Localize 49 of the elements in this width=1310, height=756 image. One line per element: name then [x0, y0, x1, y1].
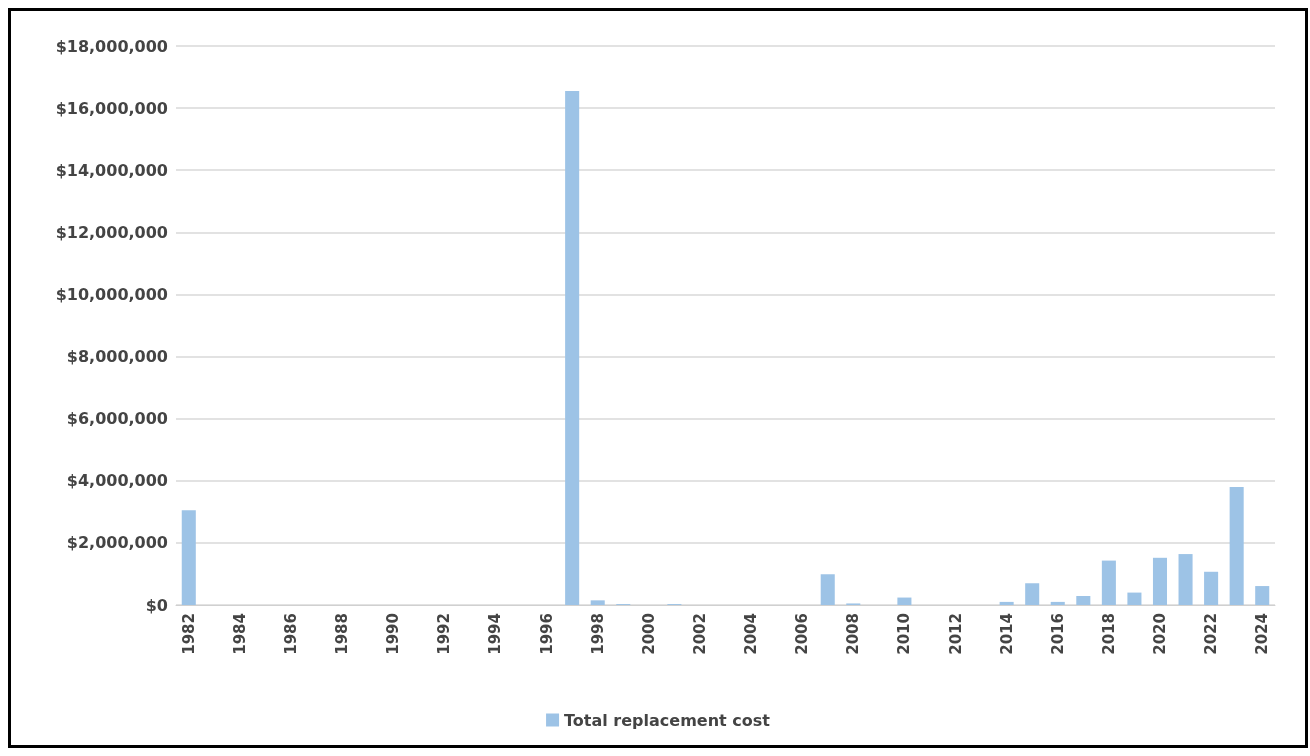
bar [1152, 557, 1168, 605]
legend-label: Total replacement cost [564, 710, 771, 730]
bar [590, 600, 605, 605]
bar [897, 597, 912, 605]
x-tick-label: 1990 [384, 613, 403, 655]
y-tick-label: $18,000,000 [55, 36, 168, 56]
x-tick-label: 2014 [997, 613, 1016, 655]
x-tick-label: 1996 [537, 613, 556, 655]
x-tick-label: 2008 [844, 613, 863, 655]
bar [181, 510, 196, 605]
x-tick-label: 2004 [742, 613, 761, 655]
x-tick-label: 1988 [333, 613, 352, 655]
x-tick-label: 1992 [435, 613, 454, 655]
bar [1178, 554, 1193, 605]
x-tick-label: 2022 [1202, 613, 1221, 655]
x-tick-label: 2000 [639, 613, 658, 655]
x-tick-label: 2012 [946, 613, 965, 655]
x-tick-label: 2020 [1150, 613, 1169, 655]
y-tick-label: $10,000,000 [55, 284, 168, 304]
x-tick-label: 1986 [282, 613, 301, 655]
bar [1229, 486, 1244, 605]
bar [1025, 583, 1040, 605]
x-tick-label: 1984 [230, 613, 249, 655]
y-tick-label: $12,000,000 [55, 222, 168, 242]
bar [1204, 571, 1219, 605]
x-tick-label: 2018 [1099, 613, 1118, 655]
x-tick-label: 1994 [486, 613, 505, 655]
bar [1127, 592, 1142, 605]
x-tick-label: 2002 [690, 613, 709, 655]
x-tick-label: 2024 [1253, 613, 1272, 655]
x-tick-label: 2006 [793, 613, 812, 655]
bar [999, 601, 1014, 605]
y-tick-label: $14,000,000 [55, 160, 168, 180]
y-tick-label: $0 [145, 595, 168, 615]
bar [1076, 595, 1091, 605]
x-tick-label: 1998 [588, 613, 607, 655]
y-tick-label: $4,000,000 [66, 471, 168, 491]
x-tick-label: 2016 [1048, 613, 1067, 655]
bar [565, 91, 580, 605]
y-tick-label: $16,000,000 [55, 98, 168, 118]
bar [1101, 560, 1116, 605]
x-tick-label: 2010 [895, 613, 914, 655]
y-tick-label: $8,000,000 [66, 347, 168, 367]
y-tick-label: $2,000,000 [66, 533, 168, 553]
y-tick-label: $6,000,000 [66, 409, 168, 429]
x-tick-label: 1982 [179, 613, 198, 655]
bar [1255, 586, 1270, 605]
bar [820, 574, 835, 605]
bar [1050, 601, 1065, 605]
